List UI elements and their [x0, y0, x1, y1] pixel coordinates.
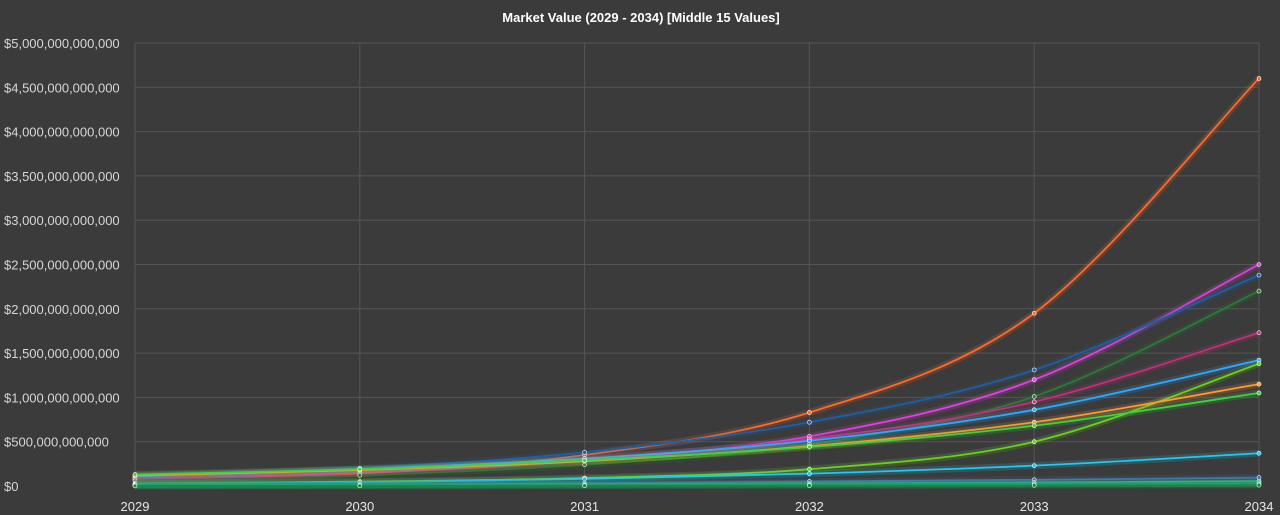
y-tick-label: $1,500,000,000,000: [4, 346, 120, 361]
data-point: [1256, 361, 1262, 367]
x-tick-label: 2034: [1245, 499, 1274, 514]
data-point: [582, 458, 587, 463]
y-tick-label: $2,500,000,000,000: [4, 258, 120, 273]
series-9: [132, 389, 1262, 478]
y-tick-label: $1,000,000,000,000: [4, 390, 120, 405]
data-point: [1256, 482, 1262, 488]
y-tick-label: $0: [4, 479, 18, 494]
data-point: [1256, 381, 1262, 387]
y-tick-label: $3,500,000,000,000: [4, 169, 120, 184]
data-point: [1256, 330, 1262, 336]
data-point: [1031, 399, 1037, 405]
data-point: [1256, 288, 1262, 294]
y-tick-label: $2,000,000,000,000: [4, 302, 120, 317]
series-7: [132, 360, 1262, 487]
series-line: [134, 290, 1260, 482]
y-tick-label: $3,000,000,000,000: [4, 213, 120, 228]
data-point: [132, 483, 138, 489]
x-tick-label: 2032: [795, 499, 824, 514]
series-10: [132, 449, 1262, 488]
data-point: [357, 473, 363, 478]
data-point: [1256, 76, 1262, 81]
data-point: [1031, 439, 1037, 445]
data-point: [1031, 377, 1037, 382]
data-point: [807, 483, 812, 488]
data-point: [1031, 310, 1037, 316]
data-point: [357, 483, 363, 489]
series-layer: [132, 76, 1262, 490]
data-point: [132, 472, 138, 477]
data-point: [1031, 483, 1037, 488]
data-point: [1031, 407, 1037, 413]
data-point: [582, 483, 587, 489]
x-tick-label: 2031: [570, 499, 599, 514]
data-point: [807, 419, 812, 425]
data-point: [1031, 463, 1037, 468]
y-tick-label: $4,500,000,000,000: [4, 80, 120, 95]
series-line: [134, 392, 1260, 476]
y-tick-label: $5,000,000,000,000: [4, 36, 120, 51]
data-point: [807, 410, 812, 415]
data-point: [1031, 423, 1037, 429]
series-line: [134, 484, 1260, 487]
data-point: [807, 466, 812, 472]
data-point: [1256, 262, 1262, 267]
data-point: [1256, 390, 1262, 396]
data-point: [807, 444, 812, 450]
y-axis: $0 $500,000,000,000 $1,000,000,000,000 $1,5…: [4, 36, 120, 494]
data-point: [1256, 272, 1262, 278]
data-point: [1031, 367, 1037, 373]
chart-title: Market Value (2029 - 2034) [Middle 15 Va…: [502, 10, 779, 25]
series-line: [134, 77, 1260, 481]
data-point: [807, 471, 812, 476]
data-point: [357, 466, 363, 472]
x-tick-label: 2029: [121, 499, 150, 514]
series-4: [132, 287, 1262, 485]
x-tick-label: 2030: [345, 499, 374, 514]
series-line: [134, 452, 1260, 486]
series-15: [132, 481, 1262, 490]
data-point: [582, 450, 587, 455]
data-point: [1256, 450, 1262, 456]
data-point: [807, 438, 812, 444]
x-tick-label: 2033: [1020, 499, 1049, 514]
x-axis: 2029 2030 2031 2032 2033 2034: [121, 499, 1274, 514]
y-tick-label: $500,000,000,000: [4, 435, 109, 450]
data-point: [1031, 394, 1037, 399]
y-tick-label: $4,000,000,000,000: [4, 125, 120, 140]
